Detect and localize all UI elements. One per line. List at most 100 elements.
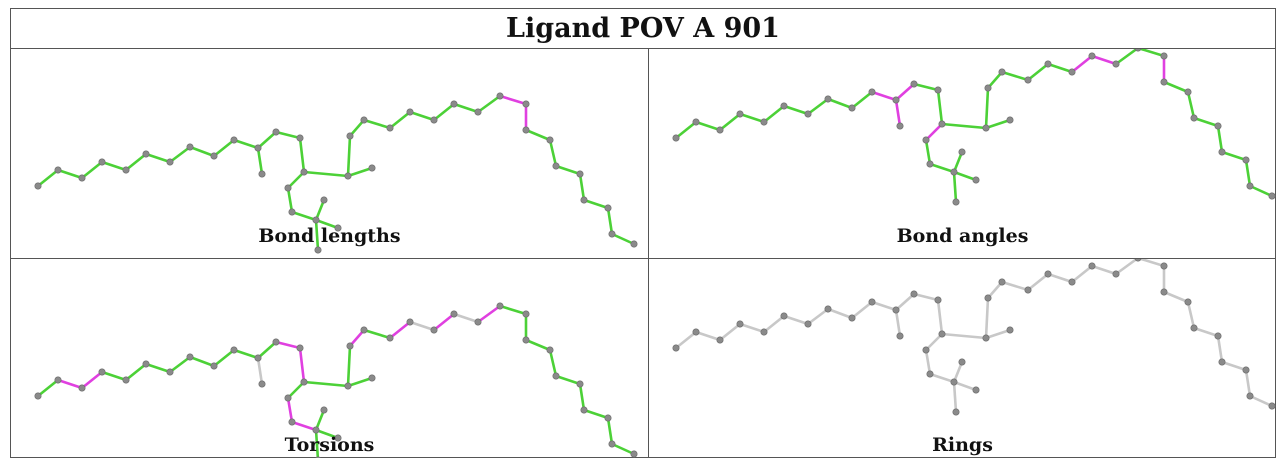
atom (1214, 332, 1222, 340)
bond (388, 320, 412, 340)
bond (894, 98, 902, 128)
bond (554, 164, 582, 176)
atom (984, 294, 992, 302)
bond (286, 380, 306, 400)
bond (274, 340, 302, 350)
atom (98, 368, 106, 376)
bond (1000, 280, 1030, 292)
bond (912, 292, 940, 302)
bond (1137, 259, 1166, 268)
bond (1070, 54, 1094, 74)
bond (924, 348, 932, 376)
atom (1268, 192, 1276, 200)
atom (386, 334, 394, 342)
bond (694, 330, 722, 342)
atom (848, 314, 856, 322)
atom (1242, 366, 1250, 374)
atom (692, 328, 700, 336)
atom (998, 68, 1006, 76)
atom (346, 342, 354, 350)
bond (674, 120, 698, 140)
bond (302, 170, 350, 178)
bond (408, 320, 436, 332)
bond (452, 102, 480, 114)
atom (1246, 182, 1254, 190)
bond (124, 362, 148, 382)
bond (1046, 272, 1074, 284)
bond (144, 152, 172, 164)
atom (1214, 122, 1222, 130)
bond (952, 380, 958, 414)
bond (314, 198, 326, 222)
atom (288, 208, 296, 216)
bond (952, 170, 978, 182)
atom (824, 305, 832, 313)
bond (314, 408, 326, 432)
atom (186, 143, 194, 151)
atom (760, 118, 768, 126)
atom (300, 168, 308, 176)
atom (344, 172, 352, 180)
atom (780, 312, 788, 320)
bond (80, 370, 104, 390)
atom (186, 353, 194, 361)
bond (738, 112, 766, 124)
atom (296, 134, 304, 142)
atom (998, 278, 1006, 286)
bond (144, 362, 172, 374)
atom (546, 346, 554, 354)
bond (718, 112, 742, 132)
atom (922, 136, 930, 144)
atom (344, 382, 352, 390)
bond (952, 170, 958, 204)
atom (1160, 78, 1168, 86)
bond (1070, 264, 1094, 284)
bond (256, 146, 264, 176)
atom (312, 216, 320, 224)
atom (1112, 270, 1120, 278)
panel-caption: Bond lengths (258, 225, 401, 247)
atom (142, 360, 150, 368)
molecule-torsions (34, 302, 638, 458)
bond (298, 136, 306, 174)
atom (258, 380, 266, 388)
bond (476, 304, 502, 324)
bond (606, 206, 614, 236)
atom (952, 198, 960, 206)
atom (552, 162, 560, 170)
bond (348, 328, 366, 348)
atom (1068, 68, 1076, 76)
atom (54, 166, 62, 174)
atom (300, 378, 308, 386)
bond (924, 138, 932, 166)
atom (938, 330, 946, 338)
atom (522, 100, 530, 108)
atom (604, 414, 612, 422)
bond (314, 218, 320, 252)
atom (868, 298, 876, 306)
atom (406, 108, 414, 116)
atom (254, 354, 262, 362)
atom (284, 184, 292, 192)
atom (1088, 262, 1096, 270)
bond (124, 152, 148, 172)
atom (34, 182, 42, 190)
atom (258, 170, 266, 178)
bond (212, 138, 236, 158)
atom (1160, 52, 1168, 60)
bond (476, 94, 502, 114)
bond (232, 348, 260, 360)
bond (100, 160, 128, 172)
bond (1220, 150, 1248, 162)
atom (926, 160, 934, 168)
atom (952, 408, 960, 416)
figure-frame: Ligand POV A 901 (10, 8, 1276, 458)
atom (950, 378, 958, 386)
atom (910, 290, 918, 298)
atom (896, 332, 904, 340)
atom (522, 310, 530, 318)
divider-middle (10, 258, 1276, 259)
bond (348, 118, 366, 138)
molecule-bond-angles (672, 49, 1276, 206)
bond (924, 122, 944, 142)
